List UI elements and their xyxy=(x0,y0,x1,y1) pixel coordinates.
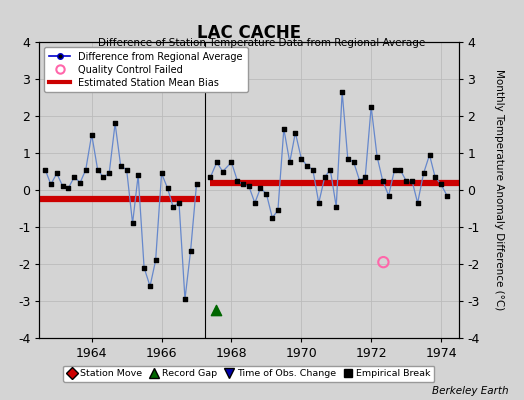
Point xyxy=(297,155,305,162)
Point xyxy=(239,181,247,188)
Point xyxy=(256,185,265,191)
Point xyxy=(332,204,341,210)
Point xyxy=(227,159,236,166)
Point xyxy=(443,192,451,199)
Point xyxy=(402,178,410,184)
Text: Berkeley Earth: Berkeley Earth xyxy=(432,386,508,396)
Point xyxy=(350,159,358,166)
Point xyxy=(268,214,277,221)
Point xyxy=(326,166,334,173)
Point xyxy=(105,170,113,176)
Point xyxy=(431,174,439,180)
Point xyxy=(274,207,282,214)
Point xyxy=(219,168,227,175)
Point xyxy=(70,174,79,180)
Point xyxy=(321,174,329,180)
Point xyxy=(408,178,416,184)
Point xyxy=(187,248,195,254)
Point xyxy=(163,185,172,191)
Point xyxy=(291,130,300,136)
Point xyxy=(344,155,352,162)
Point xyxy=(140,264,148,271)
Point xyxy=(64,185,72,191)
Point xyxy=(181,296,189,302)
Point xyxy=(123,166,131,173)
Point xyxy=(134,172,143,178)
Point xyxy=(116,163,125,169)
Point xyxy=(47,181,55,188)
Point xyxy=(419,170,428,176)
Point xyxy=(151,257,160,264)
Point xyxy=(146,283,154,290)
Point xyxy=(250,200,259,206)
Point xyxy=(373,154,381,160)
Title: LAC CACHE: LAC CACHE xyxy=(197,24,301,42)
Point xyxy=(262,190,270,197)
Y-axis label: Monthly Temperature Anomaly Difference (°C): Monthly Temperature Anomaly Difference (… xyxy=(494,69,504,311)
Point xyxy=(390,166,399,173)
Point xyxy=(82,166,90,173)
Point xyxy=(413,200,422,206)
Point xyxy=(425,152,434,158)
Point xyxy=(41,166,49,173)
Point xyxy=(52,170,61,176)
Point xyxy=(157,170,166,176)
Point xyxy=(213,159,221,166)
Point xyxy=(59,183,67,190)
Point xyxy=(396,166,405,173)
Legend: Station Move, Record Gap, Time of Obs. Change, Empirical Break: Station Move, Record Gap, Time of Obs. C… xyxy=(63,366,434,382)
Point xyxy=(88,131,96,138)
Point xyxy=(367,104,375,110)
Point xyxy=(338,89,346,95)
Point xyxy=(361,174,369,180)
Point xyxy=(192,181,201,188)
Point xyxy=(385,192,393,199)
Point xyxy=(379,259,388,265)
Point xyxy=(128,220,137,226)
Point xyxy=(286,159,294,166)
Point xyxy=(355,178,364,184)
Text: Difference of Station Temperature Data from Regional Average: Difference of Station Temperature Data f… xyxy=(99,38,425,48)
Point xyxy=(212,307,220,314)
Point xyxy=(233,178,242,184)
Point xyxy=(76,179,84,186)
Point xyxy=(169,204,177,210)
Point xyxy=(99,174,107,180)
Point xyxy=(175,200,183,206)
Point xyxy=(314,200,323,206)
Point xyxy=(280,126,288,132)
Point xyxy=(111,120,119,126)
Point xyxy=(206,174,215,180)
Point xyxy=(309,166,317,173)
Point xyxy=(303,163,311,169)
Point xyxy=(378,178,387,184)
Point xyxy=(437,181,445,188)
Point xyxy=(245,183,253,190)
Point xyxy=(93,166,102,173)
